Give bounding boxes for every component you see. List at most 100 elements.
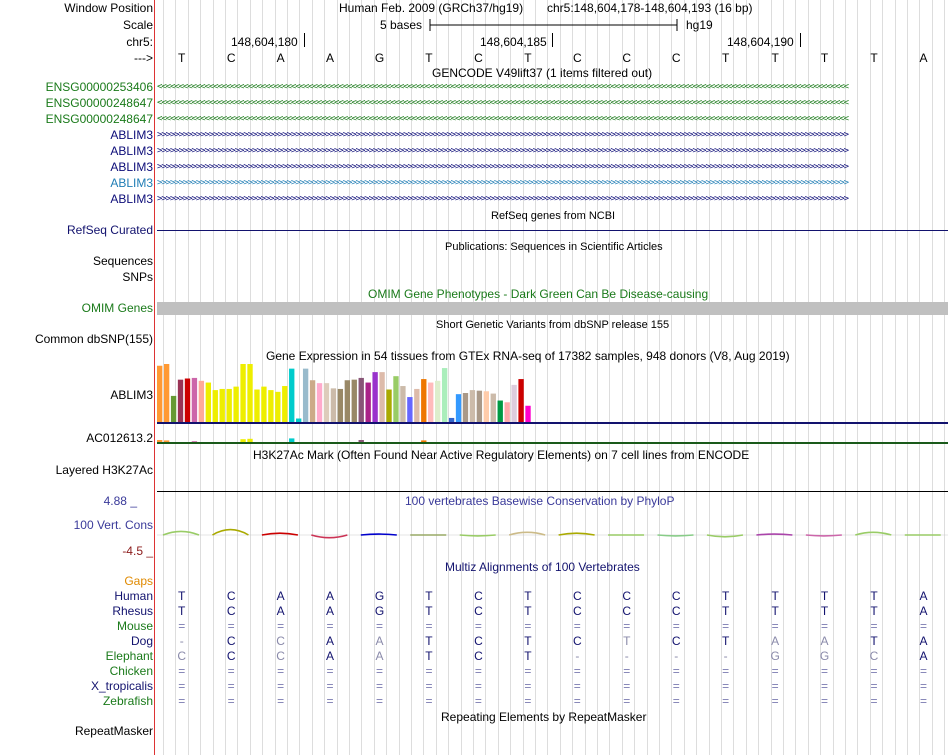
gtex-tissue-bar[interactable] — [177, 379, 184, 422]
phylop-score-mark[interactable] — [855, 531, 892, 536]
gencode-gene-label[interactable]: ABLIM3 — [110, 160, 153, 174]
phylop-score-mark[interactable] — [212, 528, 249, 536]
gtex-tissue-bar[interactable] — [476, 390, 483, 422]
gtex-tissue-bar[interactable] — [170, 395, 177, 422]
gencode-gene-label[interactable]: ENSG00000253406 — [45, 80, 153, 94]
gtex-tissue-bar[interactable] — [184, 378, 191, 423]
gtex-tissue-bar[interactable] — [421, 379, 427, 422]
gtex-tissue-bar[interactable] — [365, 382, 371, 422]
gtex-gene-label-2[interactable]: AC012613.2 — [86, 431, 153, 445]
phylop-score-mark[interactable] — [558, 532, 595, 536]
gtex-tissue-bar[interactable] — [435, 380, 441, 422]
gtex-tissue-bar-secondary[interactable] — [240, 439, 246, 442]
gtex-tissue-bar[interactable] — [330, 388, 337, 422]
gtex-tissue-bar[interactable] — [351, 379, 357, 422]
gtex-gene-label[interactable]: ABLIM3 — [110, 388, 153, 402]
gtex-tissue-bar[interactable] — [511, 384, 517, 422]
gtex-tissue-bar[interactable] — [386, 389, 392, 422]
gencode-transcript-arrows[interactable]: >>>>>>>>>>>>>>>>>>>>>>>>>>>>>>>>>>>>>>>>… — [157, 130, 849, 140]
gtex-tissue-bar-secondary[interactable] — [191, 441, 198, 442]
phylop-score-mark[interactable] — [508, 531, 546, 536]
gtex-tissue-bar[interactable] — [157, 365, 163, 422]
gtex-tissue-bar[interactable] — [469, 390, 476, 422]
gencode-gene-label[interactable]: ENSG00000248647 — [45, 112, 153, 126]
gtex-tissue-bar[interactable] — [226, 388, 232, 422]
gencode-transcript-arrows[interactable]: >>>>>>>>>>>>>>>>>>>>>>>>>>>>>>>>>>>>>>>>… — [157, 178, 849, 188]
species-label[interactable]: Elephant — [105, 649, 153, 663]
dbsnp-label[interactable]: Common dbSNP(155) — [34, 332, 153, 346]
gtex-tissue-bar[interactable] — [205, 382, 211, 422]
species-label[interactable]: Rhesus — [112, 604, 153, 618]
gencode-transcript-arrows[interactable]: >>>>>>>>>>>>>>>>>>>>>>>>>>>>>>>>>>>>>>>>… — [157, 162, 849, 172]
gtex-tissue-bar-secondary[interactable] — [358, 440, 364, 442]
gtex-tissue-bar[interactable] — [344, 380, 350, 422]
species-label[interactable]: Chicken — [109, 664, 153, 678]
gtex-tissue-bar[interactable] — [428, 382, 434, 422]
gtex-tissue-bar[interactable] — [337, 388, 344, 422]
gtex-tissue-bar[interactable] — [462, 393, 469, 422]
gencode-transcript-arrows[interactable]: <<<<<<<<<<<<<<<<<<<<<<<<<<<<<<<<<<<<<<<<… — [157, 98, 849, 108]
gtex-tissue-bar-secondary[interactable] — [157, 440, 163, 442]
phylop-score-mark[interactable] — [261, 532, 299, 536]
gencode-transcript-arrows[interactable]: <<<<<<<<<<<<<<<<<<<<<<<<<<<<<<<<<<<<<<<<… — [157, 114, 849, 124]
phylop-score-mark[interactable] — [162, 530, 200, 536]
gtex-tissue-bar[interactable] — [448, 417, 455, 422]
gencode-transcript-arrows[interactable]: <<<<<<<<<<<<<<<<<<<<<<<<<<<<<<<<<<<<<<<<… — [157, 82, 849, 92]
gtex-tissue-bar[interactable] — [191, 377, 198, 422]
gencode-gene-label[interactable]: ENSG00000248647 — [45, 96, 153, 110]
gencode-transcript-arrows[interactable]: >>>>>>>>>>>>>>>>>>>>>>>>>>>>>>>>>>>>>>>>… — [157, 194, 849, 204]
gtex-gene-line-2[interactable] — [157, 442, 948, 444]
gtex-tissue-bar[interactable] — [198, 380, 205, 422]
gtex-expression-chart[interactable] — [157, 362, 948, 445]
gencode-gene-label[interactable]: ABLIM3 — [110, 128, 153, 142]
gtex-tissue-bar[interactable] — [212, 390, 218, 422]
gtex-tissue-bar[interactable] — [393, 376, 399, 422]
gtex-tissue-bar[interactable] — [309, 380, 316, 422]
omim-feature-bar[interactable] — [157, 302, 948, 315]
phylop-chart[interactable] — [157, 510, 948, 550]
refseq-curated-label[interactable]: RefSeq Curated — [66, 223, 153, 237]
snps-label[interactable]: SNPs — [122, 270, 153, 284]
gtex-tissue-bar[interactable] — [518, 379, 524, 422]
phylop-score-mark[interactable] — [805, 534, 842, 537]
gtex-tissue-bar[interactable] — [163, 364, 170, 422]
refseq-feature-line[interactable] — [157, 230, 948, 231]
gtex-tissue-bar-secondary[interactable] — [421, 440, 427, 442]
gtex-tissue-bar[interactable] — [490, 393, 496, 422]
gtex-tissue-bar[interactable] — [400, 386, 406, 422]
gtex-tissue-bar[interactable] — [261, 386, 267, 422]
gtex-tissue-bar[interactable] — [441, 368, 448, 422]
h3k27ac-label[interactable]: Layered H3K27Ac — [55, 463, 153, 477]
gtex-tissue-bar-secondary[interactable] — [289, 438, 295, 442]
species-label[interactable]: Zebrafish — [102, 694, 153, 708]
gtex-tissue-bar-secondary[interactable] — [163, 440, 170, 442]
gaps-label[interactable]: Gaps — [124, 574, 153, 588]
phylop-score-mark[interactable] — [706, 534, 744, 538]
gtex-tissue-bar[interactable] — [504, 402, 510, 422]
phylop-label[interactable]: 100 Vert. Cons — [73, 518, 153, 532]
gtex-tissue-bar[interactable] — [302, 368, 309, 422]
gtex-tissue-bar-secondary[interactable] — [247, 438, 253, 442]
gtex-tissue-bar[interactable] — [282, 386, 288, 422]
phylop-score-mark[interactable] — [657, 534, 694, 537]
omim-genes-label[interactable]: OMIM Genes — [81, 301, 153, 315]
phylop-score-mark[interactable] — [360, 533, 397, 536]
gtex-tissue-bar[interactable] — [497, 400, 503, 422]
species-label[interactable]: Human — [114, 589, 153, 603]
species-label[interactable]: X_tropicalis — [90, 679, 153, 693]
gtex-tissue-bar[interactable] — [525, 405, 531, 422]
gtex-tissue-bar[interactable] — [372, 372, 378, 422]
phylop-score-mark[interactable] — [459, 534, 496, 537]
gtex-tissue-bar[interactable] — [268, 390, 274, 422]
sequences-label[interactable]: Sequences — [92, 254, 153, 268]
gtex-tissue-bar[interactable] — [407, 397, 413, 422]
gencode-transcript-arrows[interactable]: >>>>>>>>>>>>>>>>>>>>>>>>>>>>>>>>>>>>>>>>… — [157, 146, 849, 156]
gtex-tissue-bar[interactable] — [483, 391, 489, 422]
gencode-gene-label[interactable]: ABLIM3 — [110, 176, 153, 190]
gtex-tissue-bar[interactable] — [414, 388, 420, 422]
phylop-score-mark[interactable] — [756, 533, 793, 536]
gtex-tissue-bar[interactable] — [379, 372, 385, 422]
phylop-score-mark[interactable] — [311, 534, 348, 539]
gtex-tissue-bar[interactable] — [455, 394, 462, 422]
